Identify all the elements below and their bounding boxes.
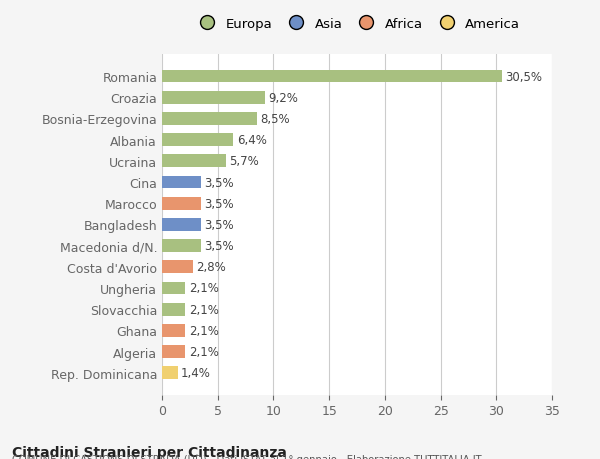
Bar: [162, 155, 226, 168]
Bar: [162, 218, 201, 231]
Text: 2,1%: 2,1%: [189, 282, 218, 295]
Bar: [162, 367, 178, 379]
Bar: [162, 282, 185, 295]
Bar: [162, 325, 185, 337]
Text: 3,5%: 3,5%: [205, 240, 234, 252]
Bar: [162, 134, 233, 147]
Text: 2,1%: 2,1%: [189, 324, 218, 337]
Bar: [162, 113, 257, 125]
Legend: Europa, Asia, Africa, America: Europa, Asia, Africa, America: [194, 17, 520, 30]
Text: 2,8%: 2,8%: [197, 261, 226, 274]
Text: 9,2%: 9,2%: [268, 91, 298, 105]
Text: 30,5%: 30,5%: [505, 70, 542, 84]
Bar: [162, 197, 201, 210]
Text: 1,4%: 1,4%: [181, 366, 211, 380]
Bar: [162, 92, 265, 104]
Bar: [162, 176, 201, 189]
Bar: [162, 261, 193, 274]
Text: Cittadini Stranieri per Cittadinanza: Cittadini Stranieri per Cittadinanza: [12, 445, 287, 459]
Text: 5,7%: 5,7%: [229, 155, 259, 168]
Text: 3,5%: 3,5%: [205, 218, 234, 231]
Text: 8,5%: 8,5%: [260, 112, 290, 126]
Text: 6,4%: 6,4%: [236, 134, 266, 147]
Bar: [162, 240, 201, 252]
Text: 3,5%: 3,5%: [205, 197, 234, 210]
Bar: [162, 303, 185, 316]
Text: COMUNE DI CASTIONS DI STRADA (UD) - Dati ISTAT al 1° gennaio - Elaborazione TUTT: COMUNE DI CASTIONS DI STRADA (UD) - Dati…: [12, 454, 482, 459]
Text: 2,1%: 2,1%: [189, 303, 218, 316]
Text: 2,1%: 2,1%: [189, 345, 218, 358]
Bar: [162, 346, 185, 358]
Text: 3,5%: 3,5%: [205, 176, 234, 189]
Bar: [162, 71, 502, 83]
